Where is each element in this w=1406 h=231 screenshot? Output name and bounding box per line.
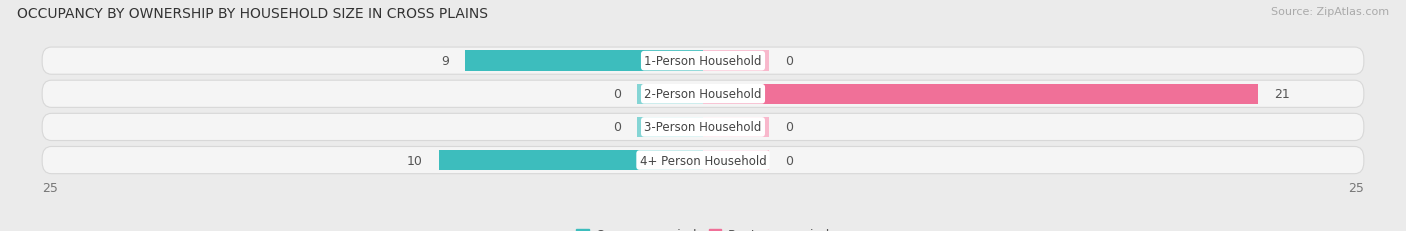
- Text: 0: 0: [785, 55, 793, 68]
- Bar: [637, 84, 703, 105]
- Text: 10: 10: [406, 154, 423, 167]
- Text: 21: 21: [1274, 88, 1289, 101]
- Bar: [439, 150, 703, 171]
- Text: 0: 0: [785, 154, 793, 167]
- Text: 3-Person Household: 3-Person Household: [644, 121, 762, 134]
- Text: 0: 0: [613, 88, 621, 101]
- Text: 2-Person Household: 2-Person Household: [644, 88, 762, 101]
- FancyBboxPatch shape: [42, 114, 1364, 141]
- Bar: [703, 51, 769, 72]
- Bar: [465, 51, 703, 72]
- Text: 25: 25: [42, 181, 58, 194]
- Bar: [637, 117, 703, 138]
- Text: 4+ Person Household: 4+ Person Household: [640, 154, 766, 167]
- Bar: [703, 84, 1258, 105]
- Bar: [703, 117, 769, 138]
- Text: 1-Person Household: 1-Person Household: [644, 55, 762, 68]
- FancyBboxPatch shape: [42, 147, 1364, 174]
- Text: OCCUPANCY BY OWNERSHIP BY HOUSEHOLD SIZE IN CROSS PLAINS: OCCUPANCY BY OWNERSHIP BY HOUSEHOLD SIZE…: [17, 7, 488, 21]
- FancyBboxPatch shape: [42, 48, 1364, 75]
- Legend: Owner-occupied, Renter-occupied: Owner-occupied, Renter-occupied: [571, 223, 835, 231]
- Text: 0: 0: [785, 121, 793, 134]
- FancyBboxPatch shape: [42, 81, 1364, 108]
- Bar: [703, 150, 769, 171]
- Text: Source: ZipAtlas.com: Source: ZipAtlas.com: [1271, 7, 1389, 17]
- Text: 25: 25: [1348, 181, 1364, 194]
- Text: 9: 9: [441, 55, 450, 68]
- Text: 0: 0: [613, 121, 621, 134]
